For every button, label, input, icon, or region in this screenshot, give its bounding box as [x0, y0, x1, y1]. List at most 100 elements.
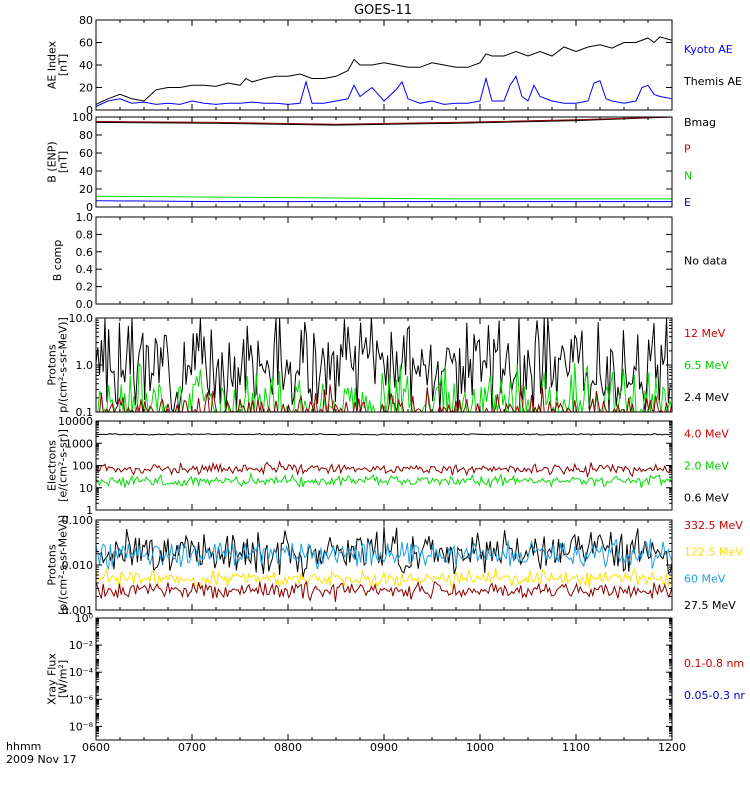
y-tick-label: 10⁻⁸ — [69, 720, 94, 733]
y-tick-label: 80 — [79, 14, 93, 27]
panel-bcomp: 0.0 0.2 0.4 0.6 0.8 1.0 B comp No data — [51, 211, 727, 311]
panel-frame — [95, 216, 673, 305]
series-line-60-mev — [96, 538, 672, 570]
series-group — [96, 318, 672, 412]
series-line-122-5-mev — [96, 567, 672, 591]
legend-label: 2.4 MeV — [684, 391, 729, 404]
y-tick-label: 0.010 — [62, 559, 94, 572]
y-axis-label: Protons — [46, 344, 59, 385]
y-axis-label: B (ENP) — [46, 141, 59, 182]
time-axis: 0600 0700 0800 0900 1000 1100 1200 — [82, 741, 686, 754]
panel-frame — [95, 19, 673, 111]
legend-label: 27.5 MeV — [684, 599, 736, 612]
legend-label: N — [684, 169, 692, 182]
y-tick-label: 0.2 — [76, 281, 94, 294]
y-tick-label: 0 — [86, 201, 93, 214]
date-label: 2009 Nov 17 — [6, 753, 76, 766]
series-line-themis-ae — [96, 36, 672, 105]
y-tick-label: 20 — [79, 183, 93, 196]
series-group — [96, 433, 672, 489]
panel-ae: 0 20 40 60 80 AE Index[nT] Kyoto AE Themis AE — [46, 14, 742, 117]
legend-label: 2.0 MeV — [684, 460, 729, 473]
y-tick-label: 10⁻² — [69, 639, 93, 652]
legend-label: Bmag — [684, 116, 716, 129]
time-unit-label: hhmm — [6, 740, 41, 753]
y-axis-label: [p/(cm²-s-sr-MeV)] — [57, 515, 70, 615]
legend-label: 0.1-0.8 nm — [684, 657, 744, 670]
panel-electrons: 1 10 100 1000 10000 Electrons[e/(cm²-s-sr)] 4.… — [46, 415, 730, 517]
legend-label: 60 MeV — [684, 572, 726, 585]
y-tick-label: 10.0 — [69, 312, 94, 325]
series-line-4-0-mev — [96, 460, 672, 479]
y-tick-label: 10⁰ — [75, 612, 94, 625]
legend-label: 12 MeV — [684, 327, 726, 340]
y-axis-label: Protons — [46, 544, 59, 585]
y-tick-label: 1000 — [65, 437, 93, 450]
panel-bfield: 0 20 40 60 80 100 B (ENP)[nT] Bmag PN E — [46, 111, 717, 214]
y-axis-label: [nT] — [57, 151, 70, 173]
y-tick-label: 10⁻⁴ — [69, 666, 94, 679]
y-tick-label: 60 — [79, 37, 93, 50]
legend-label: 332.5 MeV — [684, 519, 743, 532]
x-tick-label: 1100 — [562, 741, 590, 754]
y-tick-label: 0.0 — [76, 298, 94, 311]
x-tick-label: 0700 — [178, 741, 206, 754]
y-tick-label: 10 — [79, 482, 93, 495]
y-axis-label: [nT] — [57, 54, 70, 76]
y-axis-label: [W/m²] — [57, 660, 70, 698]
series-line-2-4-mev — [96, 318, 672, 412]
legend-label: 122.5 MeV — [684, 546, 743, 559]
series-line-bmag — [96, 117, 672, 126]
x-tick-label: 0600 — [82, 741, 110, 754]
y-tick-label: 40 — [79, 59, 93, 72]
x-tick-label: 1000 — [466, 741, 494, 754]
y-tick-label: 0.1 — [76, 406, 94, 419]
legend-label: 4.0 MeV — [684, 428, 729, 441]
y-tick-label: 1 — [86, 504, 93, 517]
legend-label: Kyoto AE — [684, 43, 733, 56]
series-line-p — [96, 117, 672, 125]
plot-title: GOES-11 — [354, 3, 412, 18]
x-tick-label: 0900 — [370, 741, 398, 754]
y-tick-label: 1.0 — [76, 359, 94, 372]
y-axis-label: Electrons — [46, 440, 59, 491]
series-line-332-5-mev — [96, 580, 672, 603]
legend-label: P — [684, 143, 691, 156]
y-tick-label: 1.0 — [76, 211, 94, 224]
series-group — [96, 526, 672, 603]
panel-frame — [95, 617, 673, 741]
series-group — [96, 117, 672, 203]
y-tick-label: 0.6 — [76, 246, 94, 259]
y-tick-label: 0.8 — [76, 228, 94, 241]
series-line-2-0-mev — [96, 471, 672, 489]
series-group — [96, 36, 672, 108]
legend-label: E — [684, 196, 691, 209]
x-tick-label: 1200 — [658, 741, 686, 754]
y-axis-label: B comp — [51, 240, 64, 282]
legend-label: 0.05-0.3 nr — [684, 689, 745, 702]
x-tick-label: 0800 — [274, 741, 302, 754]
y-tick-label: 100 — [72, 111, 93, 124]
y-tick-label: 0.001 — [62, 604, 94, 617]
y-tick-label: 40 — [79, 165, 93, 178]
y-tick-label: 0.4 — [76, 263, 94, 276]
legend-label: Themis AE — [683, 75, 742, 88]
series-line-n — [96, 195, 672, 200]
panel-protons_high: 0.001 0.010 0.100 Protons[p/(cm²-s-sr-MeV)]… — [46, 514, 744, 617]
y-axis-label: Xray Flux — [46, 653, 59, 705]
y-tick-label: 10000 — [58, 415, 93, 428]
series-line-27-5-mev — [96, 526, 672, 578]
y-axis-label: AE Index — [46, 40, 59, 89]
y-tick-label: 20 — [79, 82, 93, 95]
panel-xray: 10⁻⁸ 10⁻⁶ 10⁻⁴ 10⁻² 10⁰ Xray Flux[W/m²] 0.1-0.… — [46, 612, 745, 741]
series-line-0-6-mev — [96, 433, 672, 436]
y-axis-label: p/(cm²-s-sr-MeV)] — [57, 317, 70, 413]
y-tick-label: 80 — [79, 129, 93, 142]
legend-label: 6.5 MeV — [684, 359, 729, 372]
series-line-6-5-mev — [96, 362, 672, 412]
y-tick-label: 10⁻⁶ — [69, 693, 94, 706]
panel-frame — [95, 116, 673, 208]
